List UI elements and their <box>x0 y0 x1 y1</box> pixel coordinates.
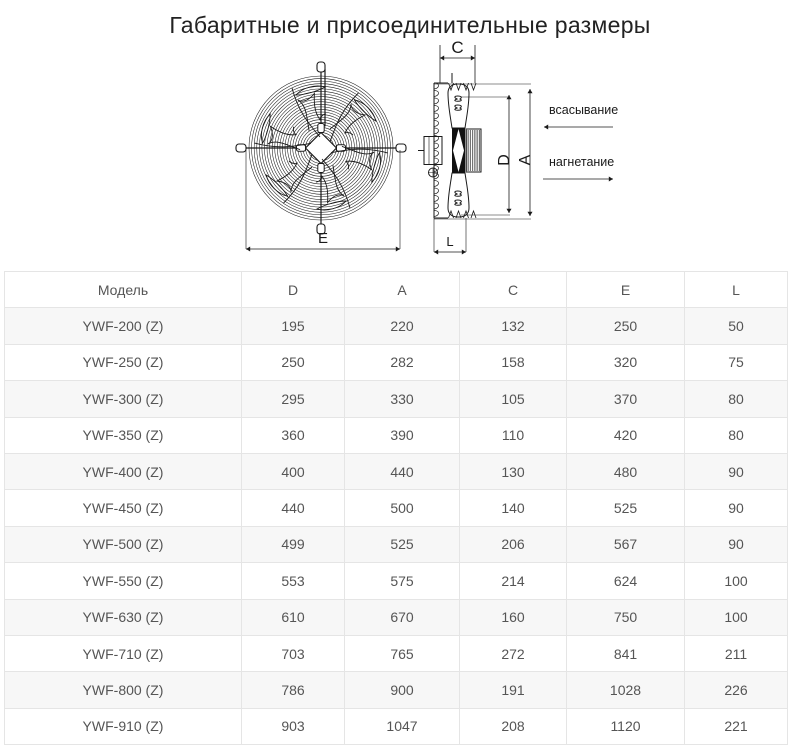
svg-text:E: E <box>318 230 328 247</box>
svg-text:всасывание: всасывание <box>549 103 618 117</box>
svg-text:A: A <box>517 154 534 165</box>
svg-text:D: D <box>496 154 513 166</box>
svg-text:нагнетание: нагнетание <box>549 155 614 169</box>
svg-text:L: L <box>446 234 453 249</box>
svg-text:C: C <box>451 38 463 57</box>
